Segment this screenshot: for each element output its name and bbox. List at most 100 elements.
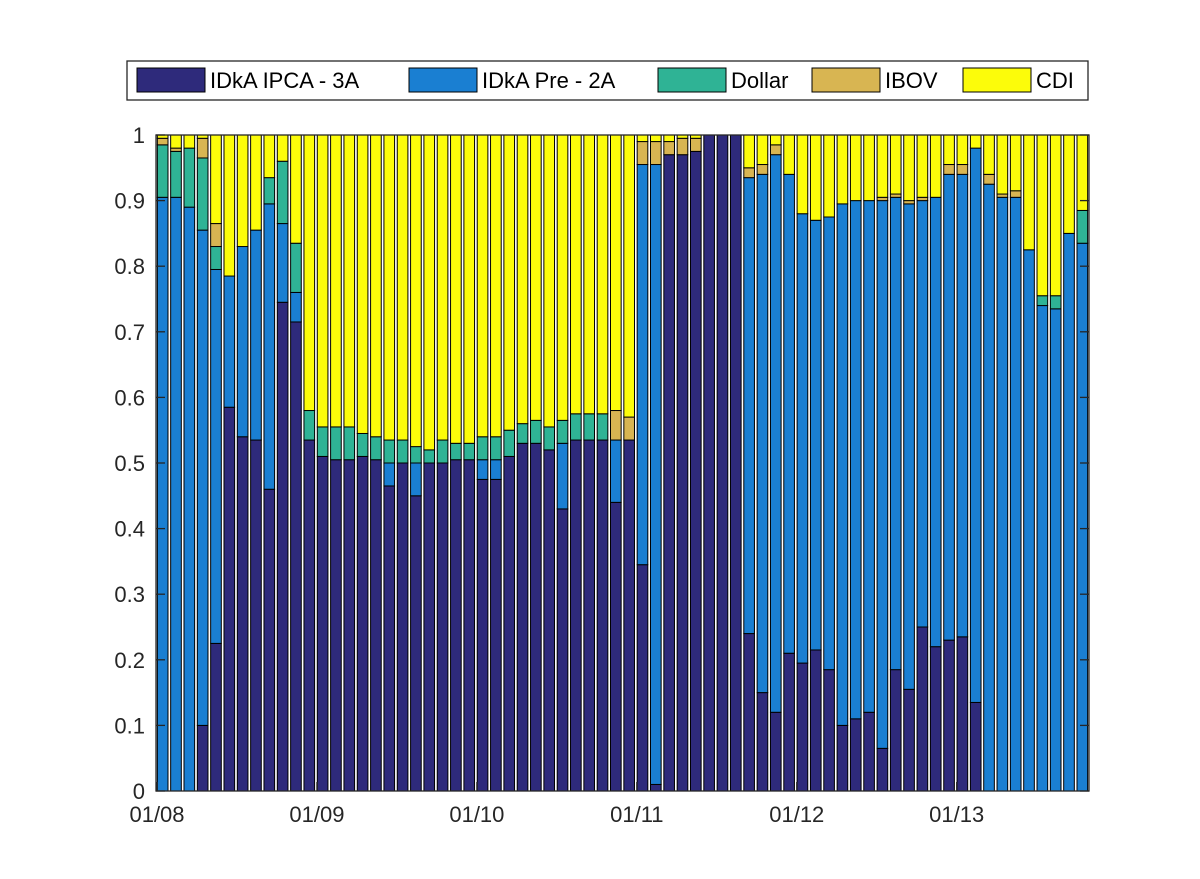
bar-segment [623,439,635,792]
bar-segment [1009,134,1022,192]
bar-segment [769,144,782,156]
bar-segment [396,462,409,792]
bar-segment [649,783,662,792]
bar-segment [316,455,329,792]
bar-segment [450,442,462,461]
bar-segment [196,229,209,726]
bar-segment [969,701,982,792]
x-tick-label: 01/08 [129,802,184,827]
bar-segment [1023,249,1035,792]
bar-segment [956,164,969,175]
bar-segment [889,669,902,792]
bar-segment [556,419,569,444]
bar-segment [423,134,436,451]
bar-segment [903,134,915,202]
y-tick-label: 0.9 [114,189,145,214]
bar-segment [823,134,835,218]
bar-segment [156,144,169,198]
legend-label: IDkA IPCA - 3A [210,68,359,93]
bar-segment [476,459,489,480]
bar-segment [583,134,596,415]
bar-segment [1049,295,1062,310]
bar-segment [450,459,462,792]
bar-segment [1049,308,1062,792]
x-axis: 01/08 01/09 01/10 01/11 01/12 01/13 [129,782,984,827]
bar-segment [969,134,982,149]
y-tick-label: 0.6 [114,385,145,410]
bar-segment [636,564,649,792]
bar-segment [383,485,396,792]
bar-segment [929,134,942,198]
bar-segment [943,639,955,792]
bar-segment [996,196,1009,792]
bar-segment [876,200,889,749]
bar-segment [276,160,289,225]
bar-segment [1063,232,1075,792]
bar-segment [649,164,662,785]
y-tick-label: 0.5 [114,451,145,476]
bar-segment [769,711,782,792]
legend-label: Dollar [731,68,788,93]
bar-segment [649,134,662,143]
bar-segment [809,134,822,221]
legend-label: IBOV [885,68,938,93]
bar-segment [490,436,502,461]
bar-segment [689,150,702,792]
bar-segment [356,455,369,792]
bar-segment [436,462,449,792]
bar-segment [556,508,569,792]
bar-segment [330,426,342,461]
bar-segment [490,134,502,438]
bar-segment [570,413,582,441]
bar-segment [783,173,795,654]
legend-box [126,60,1089,101]
bar-segment [863,200,875,713]
bar-segment [716,134,729,792]
bar-segment [663,154,675,792]
bar-segment [636,134,649,143]
bar-segment [330,134,342,428]
bar-segment [769,154,782,713]
bar-segment [436,134,449,441]
bar-segment [410,495,422,792]
bar-segment [943,164,955,175]
legend-label: IDkA Pre - 2A [482,68,616,93]
bar-segment [1023,134,1035,251]
y-tick-label: 0 [133,779,145,804]
bar-segment [689,137,702,152]
bar-segment [210,642,222,792]
bar-segment [343,426,356,461]
bar-segment [1076,134,1089,211]
bar-segment [889,196,902,671]
bar-segment [463,459,476,792]
bar-segment [370,134,382,438]
bar-segment [303,439,316,792]
bar-segment [223,275,236,408]
bar-segment [556,442,569,510]
bar-segment [183,206,196,792]
bar-segment [316,134,329,428]
bar-segment [250,134,262,231]
bar-segment [596,134,609,415]
bar-segment [1036,134,1049,297]
bar-segment [156,196,169,792]
bar-segment [383,462,396,487]
bar-segment [969,147,982,703]
bar-segment [236,134,249,248]
x-tick-label: 01/09 [289,802,344,827]
bar-segment [610,501,622,792]
bar-segment [876,747,889,792]
bar-segment [543,449,556,792]
x-tick-label: 01/12 [769,802,824,827]
bar-segment [1049,134,1062,297]
bar-segment [610,410,622,441]
bar-segment [210,268,222,644]
bar-segment [743,177,755,635]
bar-segment [170,134,182,149]
bar-segment [1036,295,1049,307]
bar-segment [836,203,849,726]
bar-segment [636,141,649,166]
bar-segment [823,216,835,671]
bar-segment [170,150,182,198]
